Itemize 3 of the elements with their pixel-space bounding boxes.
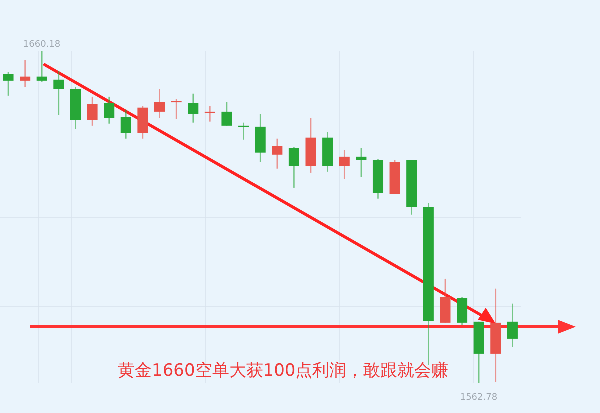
annotation: 黄金1660空单大获100点利润，敢跟就会赚 [118, 361, 449, 381]
annotation: 1562.78 [460, 393, 498, 403]
annotation: 1660.18 [23, 40, 61, 50]
